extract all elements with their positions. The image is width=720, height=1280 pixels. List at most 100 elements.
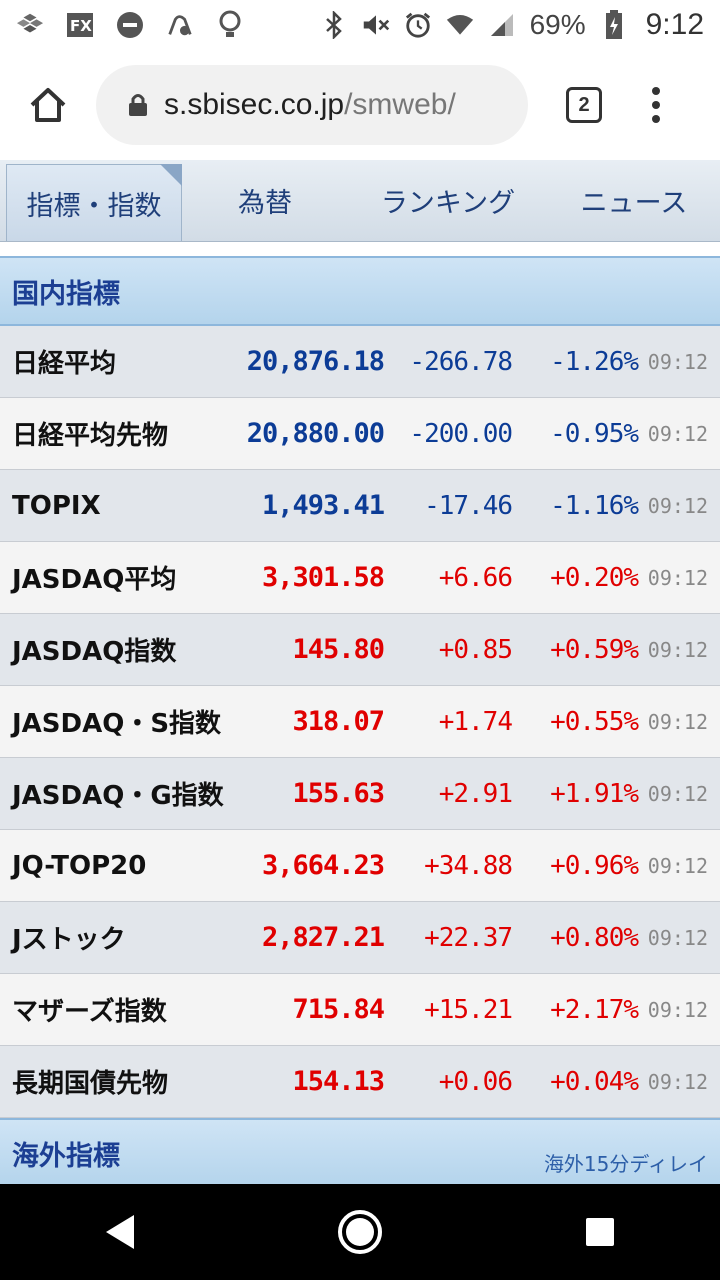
overseas-section-header: 海外指標 海外15分ディレイ <box>0 1118 720 1186</box>
bluetooth-icon <box>320 11 348 39</box>
tab-ranking[interactable]: ランキング <box>380 188 516 219</box>
delay-note: 海外15分ディレイ <box>543 1151 708 1176</box>
index-time: 09:12 <box>647 853 708 878</box>
wifi-icon <box>446 11 474 39</box>
index-time: 09:12 <box>647 565 708 590</box>
table-row[interactable]: マザーズ指数 715.84 +15.21 +2.17% 09:12 <box>0 974 720 1046</box>
index-change-percent: +0.55% <box>550 706 639 737</box>
index-time: 09:12 <box>647 421 708 446</box>
index-change: +2.91 <box>438 778 513 809</box>
index-change-percent: -0.95% <box>550 418 639 449</box>
url-text: s.sbisec.co.jp/smweb/ <box>164 88 456 122</box>
tab-forex[interactable]: 為替 <box>238 188 292 219</box>
index-name[interactable]: 日経平均 <box>12 349 117 379</box>
category-tabs: 指標・指数 為替 ランキング ニュース <box>0 160 720 242</box>
address-bar[interactable]: s.sbisec.co.jp/smweb/ <box>96 65 528 145</box>
index-name[interactable]: 日経平均先物 <box>12 421 169 451</box>
table-row[interactable]: 長期国債先物 154.13 +0.06 +0.04% 09:12 <box>0 1046 720 1118</box>
table-row[interactable]: 日経平均 20,876.18 -266.78 -1.26% 09:12 <box>0 326 720 398</box>
overseas-section-title: 海外指標 <box>12 1140 120 1172</box>
index-change: +22.37 <box>424 922 513 953</box>
svg-text:FX: FX <box>70 17 92 35</box>
index-price: 3,664.23 <box>261 850 385 881</box>
index-change-percent: +0.96% <box>550 850 639 881</box>
table-row[interactable]: JASDAQ・S指数 318.07 +1.74 +0.55% 09:12 <box>0 686 720 758</box>
table-row[interactable]: JASDAQ指数 145.80 +0.85 +0.59% 09:12 <box>0 614 720 686</box>
tab-switcher-button[interactable]: 2 <box>566 87 602 123</box>
home-nav-button[interactable] <box>320 1192 400 1272</box>
table-row[interactable]: 日経平均先物 20,880.00 -200.00 -0.95% 09:12 <box>0 398 720 470</box>
index-price: 2,827.21 <box>261 922 385 953</box>
table-row[interactable]: JASDAQ・G指数 155.63 +2.91 +1.91% 09:12 <box>0 758 720 830</box>
index-change: -17.46 <box>424 490 513 521</box>
index-price: 155.63 <box>292 778 385 809</box>
index-name[interactable]: JASDAQ・G指数 <box>12 781 224 811</box>
index-change-percent: +1.91% <box>550 778 639 809</box>
index-price: 318.07 <box>292 706 385 737</box>
signal-icon <box>488 11 516 39</box>
home-circle-icon <box>338 1210 382 1254</box>
index-change: +15.21 <box>424 994 513 1025</box>
domestic-section-header: 国内指標 <box>0 256 720 326</box>
index-time: 09:12 <box>647 997 708 1022</box>
index-name[interactable]: JASDAQ平均 <box>12 565 177 595</box>
index-time: 09:12 <box>647 1069 708 1094</box>
tab-news[interactable]: ニュース <box>580 188 688 219</box>
status-bar: FX 69% 9:12 <box>0 0 720 50</box>
index-change-percent: +0.04% <box>550 1066 639 1097</box>
back-button[interactable] <box>80 1192 160 1272</box>
index-change: -200.00 <box>409 418 513 449</box>
index-time: 09:12 <box>647 781 708 806</box>
index-name[interactable]: Jストック <box>12 925 126 955</box>
overflow-menu-button[interactable] <box>646 87 666 123</box>
index-change: +0.85 <box>438 634 513 665</box>
browser-toolbar: s.sbisec.co.jp/smweb/ 2 <box>0 50 720 160</box>
lightbulb-icon <box>216 10 244 39</box>
index-name[interactable]: JASDAQ・S指数 <box>12 709 222 739</box>
index-change-percent: -1.26% <box>550 346 639 377</box>
url-host: s.sbisec.co.jp <box>164 88 345 121</box>
index-time: 09:12 <box>647 925 708 950</box>
system-nav-bar <box>0 1184 720 1280</box>
index-name[interactable]: マザーズ指数 <box>12 997 167 1027</box>
clock: 9:12 <box>645 8 704 41</box>
index-name[interactable]: 長期国債先物 <box>12 1069 169 1099</box>
index-price: 1,493.41 <box>261 490 385 521</box>
table-row[interactable]: JQ-TOP20 3,664.23 +34.88 +0.96% 09:12 <box>0 830 720 902</box>
table-row[interactable]: TOPIX 1,493.41 -17.46 -1.16% 09:12 <box>0 470 720 542</box>
index-change-percent: +2.17% <box>550 994 639 1025</box>
back-triangle-icon <box>106 1215 134 1249</box>
index-change: +0.06 <box>438 1066 513 1097</box>
index-price: 20,880.00 <box>246 418 385 449</box>
battery-percent: 69% <box>529 9 586 40</box>
battery-charging-icon <box>600 10 628 39</box>
tab-indices[interactable]: 指標・指数 <box>6 164 182 241</box>
alarm-icon <box>404 11 432 39</box>
index-name[interactable]: TOPIX <box>12 490 101 521</box>
do-not-disturb-icon <box>116 11 144 39</box>
index-time: 09:12 <box>647 637 708 662</box>
index-name[interactable]: JASDAQ指数 <box>12 637 177 667</box>
index-price: 20,876.18 <box>246 346 385 377</box>
mute-icon <box>362 11 390 39</box>
index-price: 154.13 <box>292 1066 385 1097</box>
url-path: /smweb/ <box>344 88 456 121</box>
menu-dot-icon <box>652 101 660 109</box>
table-row[interactable]: Jストック 2,827.21 +22.37 +0.80% 09:12 <box>0 902 720 974</box>
table-row[interactable]: JASDAQ平均 3,301.58 +6.66 +0.20% 09:12 <box>0 542 720 614</box>
index-price: 145.80 <box>292 634 385 665</box>
drive-mode-icon <box>166 11 194 39</box>
recents-button[interactable] <box>560 1192 640 1272</box>
app-fc-icon: FX <box>66 11 94 39</box>
index-change-percent: +0.59% <box>550 634 639 665</box>
index-change: -266.78 <box>409 346 513 377</box>
index-change-percent: -1.16% <box>550 490 639 521</box>
index-time: 09:12 <box>647 493 708 518</box>
index-change: +34.88 <box>424 850 513 881</box>
index-name[interactable]: JQ-TOP20 <box>12 850 147 881</box>
index-change: +1.74 <box>438 706 513 737</box>
home-button[interactable] <box>16 73 80 137</box>
domestic-index-table: 日経平均 20,876.18 -266.78 -1.26% 09:12 日経平均先物 20,… <box>0 326 720 1118</box>
index-price: 715.84 <box>292 994 385 1025</box>
index-change: +6.66 <box>438 562 513 593</box>
